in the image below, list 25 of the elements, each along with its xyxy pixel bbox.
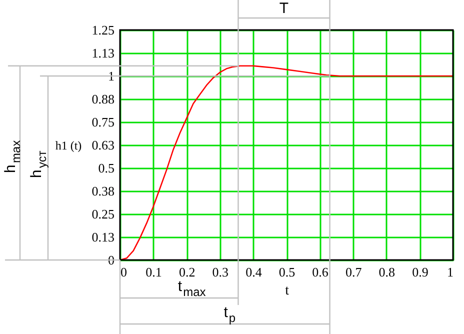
- x-tick-label: 0.3: [212, 264, 229, 280]
- x-tick-label: 0.2: [178, 264, 196, 280]
- x-tick-label: 1: [447, 264, 454, 280]
- y-axis-title: h1 (t): [55, 138, 82, 152]
- text: hуст: [28, 150, 49, 178]
- y-tick-label: 0.25: [92, 206, 114, 222]
- y-tick-label: 0.5: [98, 160, 114, 176]
- x-tick-label: 0.6: [312, 264, 329, 280]
- y-tick-label: 0.88: [92, 92, 114, 106]
- x-tick-label: 0.1: [146, 264, 162, 280]
- x-tick-label: 0: [120, 264, 127, 280]
- y-tick-label: 0.13: [92, 230, 114, 244]
- y-tick-label: 0.75: [92, 114, 114, 130]
- y-tick-label: 0.38: [92, 184, 114, 198]
- x-tick-label: 0.5: [278, 264, 296, 280]
- y-tick-label: 1.25: [92, 22, 114, 38]
- x-tick-label: 0.4: [246, 264, 262, 280]
- x-axis-title: t: [285, 284, 290, 298]
- y-tick-label: 1.13: [92, 46, 114, 60]
- text: hmax: [2, 140, 23, 173]
- text: T: [279, 0, 289, 17]
- x-tick-label: 0.9: [412, 264, 428, 280]
- y-tick-label: 0.63: [92, 138, 114, 152]
- x-tick-label: 0.8: [378, 264, 396, 280]
- x-tick-label: 0.7: [345, 264, 362, 280]
